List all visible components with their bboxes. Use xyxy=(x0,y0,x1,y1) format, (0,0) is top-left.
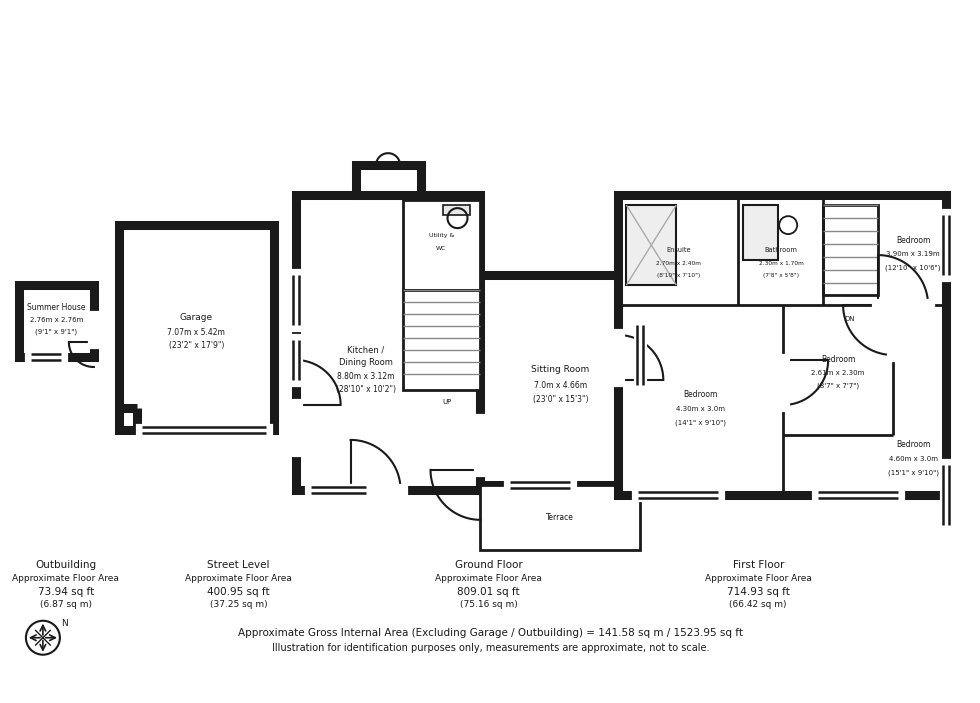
Text: Terrace: Terrace xyxy=(547,513,574,522)
Text: (23'2" x 17'9"): (23'2" x 17'9") xyxy=(169,341,224,350)
Text: (8'7" x 7'7"): (8'7" x 7'7") xyxy=(817,382,859,389)
Text: WC: WC xyxy=(436,245,447,250)
Bar xyxy=(356,165,420,195)
Text: 400.95 sq ft: 400.95 sq ft xyxy=(208,587,270,597)
Text: Utility &: Utility & xyxy=(429,233,454,238)
Bar xyxy=(119,225,273,430)
Bar xyxy=(296,195,480,490)
Text: Approximate Gross Internal Area (Excluding Garage / Outbuilding) = 141.58 sq m /: Approximate Gross Internal Area (Excludi… xyxy=(238,628,743,638)
Text: Ensuite: Ensuite xyxy=(666,247,691,253)
Text: (75.16 sq m): (75.16 sq m) xyxy=(460,600,517,610)
Text: (14'1" x 9'10"): (14'1" x 9'10") xyxy=(675,420,726,426)
Text: First Floor: First Floor xyxy=(732,560,784,570)
Text: 8.80m x 3.12m: 8.80m x 3.12m xyxy=(337,373,394,382)
Text: Kitchen /: Kitchen / xyxy=(347,345,384,354)
Text: Outbuilding: Outbuilding xyxy=(35,560,96,570)
Text: Street Level: Street Level xyxy=(208,560,270,570)
Text: DN: DN xyxy=(845,316,856,322)
Text: 809.01 sq ft: 809.01 sq ft xyxy=(457,587,519,597)
Text: Dining Room: Dining Room xyxy=(339,359,393,368)
Text: 7.07m x 5.42m: 7.07m x 5.42m xyxy=(168,328,225,337)
Text: Approximate Floor Area: Approximate Floor Area xyxy=(13,574,120,583)
Text: Sitting Room: Sitting Room xyxy=(531,366,590,375)
Text: 4.60m x 3.0m: 4.60m x 3.0m xyxy=(889,456,938,462)
Text: 2.61m x 2.30m: 2.61m x 2.30m xyxy=(811,370,864,376)
Text: Bedroom: Bedroom xyxy=(896,236,930,245)
Text: Illustration for identification purposes only, measurements are approximate, not: Illustration for identification purposes… xyxy=(271,643,710,652)
Text: (8'10" x 7'10"): (8'10" x 7'10") xyxy=(657,273,700,278)
Bar xyxy=(19,285,94,357)
Text: 2.30m x 1.70m: 2.30m x 1.70m xyxy=(759,261,804,266)
Text: Approximate Floor Area: Approximate Floor Area xyxy=(185,574,292,583)
Bar xyxy=(823,205,878,295)
Text: Bedroom: Bedroom xyxy=(896,440,930,449)
Text: 2.76m x 2.76m: 2.76m x 2.76m xyxy=(29,317,83,323)
Text: UP: UP xyxy=(442,399,451,405)
Text: (12'10" x 10'6"): (12'10" x 10'6") xyxy=(885,265,941,271)
Text: (37.25 sq m): (37.25 sq m) xyxy=(210,600,268,610)
Text: Summer House: Summer House xyxy=(27,302,85,311)
Bar xyxy=(403,200,480,290)
Text: 4.30m x 3.0m: 4.30m x 3.0m xyxy=(676,406,725,412)
Text: 73.94 sq ft: 73.94 sq ft xyxy=(38,587,94,597)
Text: 3.90m x 3.19m: 3.90m x 3.19m xyxy=(886,251,940,257)
Bar xyxy=(618,195,946,495)
Text: Bedroom: Bedroom xyxy=(821,356,856,364)
Text: N: N xyxy=(62,619,69,628)
Text: (66.42 sq m): (66.42 sq m) xyxy=(729,600,787,610)
Bar xyxy=(443,205,470,215)
Text: (6.87 sq m): (6.87 sq m) xyxy=(40,600,92,610)
Text: Approximate Floor Area: Approximate Floor Area xyxy=(705,574,811,583)
Text: Bathroom: Bathroom xyxy=(764,247,798,253)
Text: (15'1" x 9'10"): (15'1" x 9'10") xyxy=(888,470,939,476)
Bar xyxy=(403,290,480,390)
Text: (28'10" x 10'2"): (28'10" x 10'2") xyxy=(335,385,396,394)
Text: 7.0m x 4.66m: 7.0m x 4.66m xyxy=(534,382,587,390)
Text: Garage: Garage xyxy=(179,313,213,322)
Text: Bedroom: Bedroom xyxy=(683,390,717,399)
Bar xyxy=(480,485,640,550)
Bar xyxy=(626,205,676,285)
Bar xyxy=(743,205,778,260)
Text: 714.93 sq ft: 714.93 sq ft xyxy=(727,587,790,597)
Text: (9'1" x 9'1"): (9'1" x 9'1") xyxy=(35,329,77,335)
Bar xyxy=(480,275,640,485)
Text: (7'8" x 5'8"): (7'8" x 5'8") xyxy=(763,273,800,278)
Text: Ground Floor: Ground Floor xyxy=(455,560,522,570)
Text: (23'0" x 15'3"): (23'0" x 15'3") xyxy=(533,396,588,404)
Text: 2.70m x 2.40m: 2.70m x 2.40m xyxy=(656,261,701,266)
Text: Approximate Floor Area: Approximate Floor Area xyxy=(435,574,542,583)
